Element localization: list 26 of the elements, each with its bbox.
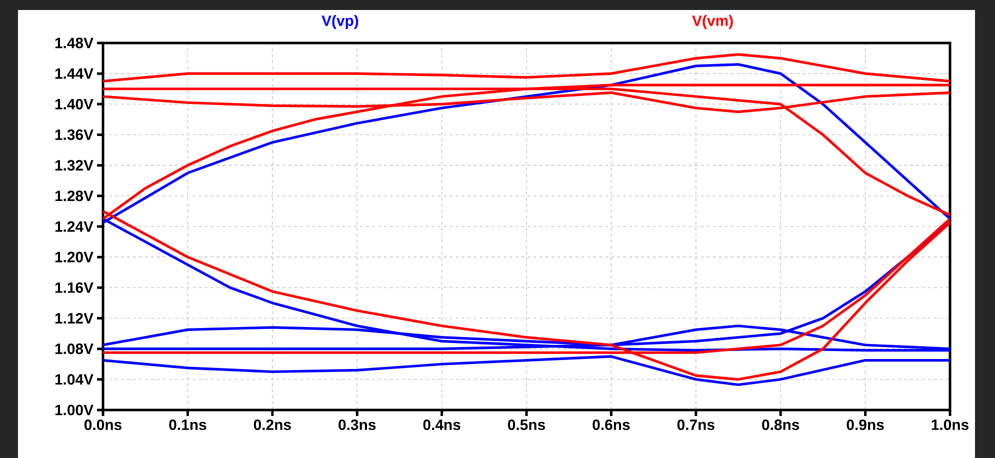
text: V(vp) xyxy=(322,15,358,29)
x-tick-label: 0.0ns xyxy=(84,419,122,430)
y-tick-label: 1.36V xyxy=(55,129,94,140)
x-tick-label: 0.2ns xyxy=(254,419,291,430)
x-tick-label: 0.4ns xyxy=(423,419,460,430)
x-tick-label: 0.7ns xyxy=(677,419,714,430)
y-tick-label: 1.04V xyxy=(55,374,94,385)
series-label: V(vm) xyxy=(692,15,733,29)
y-tick-label: 1.08V xyxy=(55,344,94,354)
x-tick-label: 0.1ns xyxy=(169,419,206,430)
y-tick-label: 1.48V xyxy=(55,38,94,48)
y-tick-label: 1.16V xyxy=(55,282,94,293)
y-tick-label: 1.28V xyxy=(55,190,94,202)
x-tick-label: 0.6ns xyxy=(592,419,630,430)
x-tick-label: 1.0ns xyxy=(932,419,968,430)
y-tick-label: 1.44V xyxy=(55,68,94,79)
x-tick-label: 0.8ns xyxy=(762,419,800,430)
x-tick-label: 0.3ns xyxy=(338,419,376,430)
y-tick-label: 1.00V xyxy=(55,404,94,416)
y-tick-label: 1.40V xyxy=(55,98,94,110)
y-tick-label: 1.20V xyxy=(55,252,94,262)
y-tick-label: 1.32V xyxy=(55,160,94,171)
y-tick-label: 1.12V xyxy=(55,313,94,324)
y-tick-label: 1.24V xyxy=(55,221,94,232)
x-tick-label: 0.5ns xyxy=(508,419,545,430)
x-tick-label: 0.9ns xyxy=(846,419,884,430)
